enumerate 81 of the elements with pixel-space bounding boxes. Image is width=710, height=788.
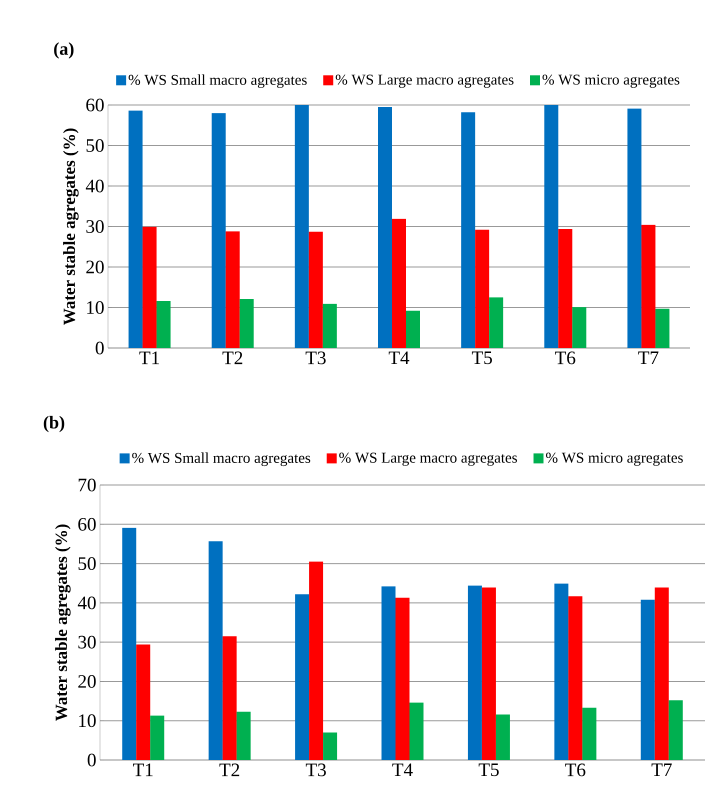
bar: [309, 562, 324, 760]
bar: [382, 586, 396, 760]
y-tick-label: 50: [78, 557, 96, 570]
x-tick-label: T6: [555, 352, 576, 364]
x-tick-label: T6: [565, 764, 586, 776]
bar: [128, 110, 143, 348]
x-tick-label: T1: [133, 764, 153, 776]
bar: [461, 112, 476, 348]
bar: [156, 301, 171, 348]
y-axis-title: Water stable agregates (%): [55, 524, 71, 722]
x-tick-label: T4: [388, 352, 410, 364]
bar: [668, 700, 683, 760]
bar: [392, 218, 406, 348]
bar: [322, 304, 337, 348]
x-tick-label: T3: [306, 764, 326, 776]
bar: [572, 307, 586, 348]
bar: [475, 230, 490, 348]
bar: [641, 224, 656, 348]
y-axis-title: Water stable agregates (%): [63, 128, 79, 326]
legend-label: % WS Small macro agregates: [132, 452, 310, 466]
bar: [323, 732, 338, 760]
y-tick-label: 50: [86, 139, 104, 152]
x-tick-label: T1: [139, 352, 159, 364]
bar: [236, 712, 251, 760]
y-tick-label: 40: [86, 180, 104, 192]
y-tick-label: 30: [78, 636, 96, 649]
y-tick-label: 70: [78, 478, 96, 492]
bar: [294, 105, 309, 348]
y-tick-label: 10: [87, 301, 104, 314]
legend-label: % WS micro agregates: [546, 452, 683, 466]
bar: [295, 594, 310, 760]
x-tick-label: T2: [219, 764, 240, 776]
bar: [654, 588, 669, 760]
y-tick-label: 60: [86, 98, 104, 112]
bar: [226, 231, 240, 348]
bar: [554, 584, 568, 760]
bar: [568, 596, 582, 760]
bar: [396, 598, 410, 760]
bar: [222, 636, 237, 760]
legend-label: % WS Large macro agregates: [339, 452, 517, 466]
y-tick-label: 10: [79, 714, 96, 728]
legend-label: % WS Small macro agregates: [128, 74, 307, 88]
bar: [482, 588, 496, 760]
bar: [406, 310, 420, 348]
bar: [655, 308, 670, 348]
y-tick-label: 40: [78, 596, 96, 610]
bar: [212, 113, 226, 348]
bar: [558, 228, 572, 348]
x-tick-label: T4: [392, 764, 413, 776]
legend-label: % WS Large macro agregates: [336, 74, 514, 88]
bar: [468, 586, 482, 760]
bar: [378, 107, 392, 348]
bar: [496, 714, 510, 760]
y-tick-label: 0: [88, 754, 96, 766]
x-tick-label: T5: [478, 764, 499, 776]
x-tick-label: T7: [652, 764, 672, 776]
bar: [627, 108, 642, 348]
x-tick-label: T7: [638, 352, 658, 364]
chart-title: (a): [54, 42, 74, 59]
bar: [308, 232, 323, 348]
bar: [544, 105, 558, 348]
y-tick-label: 60: [78, 518, 96, 531]
y-tick-label: 20: [78, 675, 96, 688]
x-tick-label: T3: [306, 352, 326, 364]
chart-title: (b): [44, 416, 64, 432]
x-tick-label: T2: [222, 352, 242, 364]
bar: [410, 702, 424, 760]
x-tick-label: T5: [472, 352, 492, 364]
bar: [489, 297, 504, 348]
bar: [136, 644, 150, 760]
bar: [240, 299, 254, 348]
legend-label: % WS micro agregates: [542, 74, 680, 88]
bar: [208, 541, 223, 760]
bar: [640, 600, 655, 760]
y-tick-label: 20: [86, 260, 104, 274]
bar: [150, 716, 164, 760]
bar: [582, 708, 596, 760]
bar: [122, 528, 136, 760]
bar: [142, 226, 157, 348]
y-tick-label: 0: [96, 342, 104, 354]
y-tick-label: 30: [86, 220, 104, 233]
